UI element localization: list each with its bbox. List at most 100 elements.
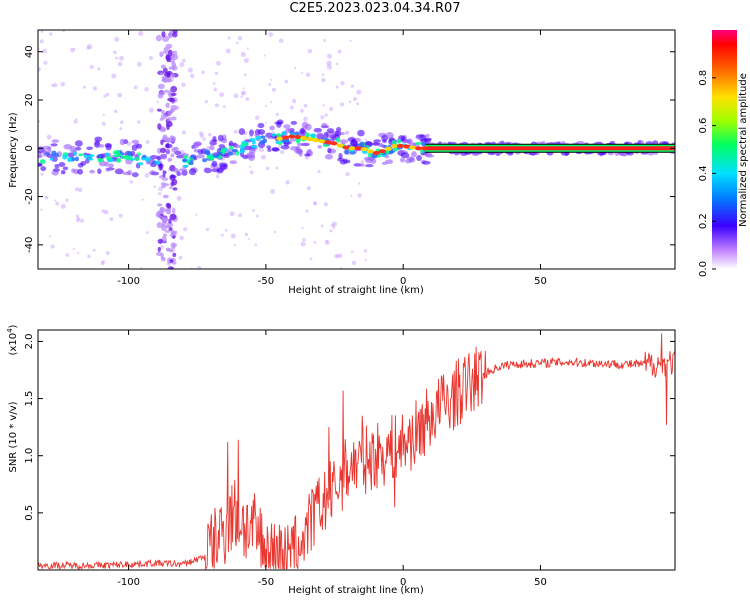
spectrogram-speck [212, 82, 216, 85]
spectrogram-envelope-mark [335, 130, 342, 137]
spectrogram-speck [60, 203, 66, 209]
spectrogram-band-mark [157, 238, 164, 244]
spectrogram-speck [363, 249, 368, 253]
spectrogram-speck [338, 253, 343, 258]
spectrogram-envelope-mark [136, 143, 143, 149]
spectrogram-speck [356, 89, 362, 95]
spectrogram-speck [329, 106, 334, 112]
spectrogram-speck [300, 71, 304, 74]
spectrogram-envelope-mark [371, 142, 381, 146]
spectrogram-marks [38, 30, 675, 269]
spectrogram-envelope-mark [89, 169, 95, 174]
spectrogram-speck [65, 253, 70, 257]
spectrogram-core-mark [137, 161, 144, 166]
spectrogram-speck [260, 154, 266, 160]
spectrogram-envelope-mark [229, 160, 237, 165]
spectrogram-envelope-mark [50, 143, 58, 147]
spectrogram-core-mark [335, 137, 341, 143]
spectrogram-x-axis-label: Height of straight line (km) [288, 285, 424, 296]
spectrogram-envelope-mark [385, 159, 394, 165]
spectrogram-band-mark [167, 110, 172, 117]
spectrogram-envelope-mark [290, 120, 298, 125]
spectrogram-speck [254, 115, 260, 120]
spectrogram-envelope-mark [165, 148, 171, 154]
spectrogram-envelope-mark [228, 140, 234, 147]
spectrogram-speck [44, 195, 49, 200]
spectrogram-band-mark [161, 75, 166, 82]
spectrogram-band-mark [159, 175, 164, 179]
spectrogram-core-mark [206, 154, 212, 160]
spectrogram-speck [254, 243, 257, 246]
spectrogram-speck [300, 241, 306, 247]
figure-title: C2E5.2023.023.04.34.R07 [289, 1, 461, 16]
spectrogram-core-mark [123, 155, 130, 160]
spectrogram-speck [284, 79, 289, 84]
spectrogram-core-mark [74, 156, 79, 162]
spectrogram-envelope-mark [246, 152, 256, 159]
spectrogram-panel: -100 -50 0 50 -40 -20 0 20 40 Height of straigh… [8, 29, 676, 296]
spectrogram-peak-mark [366, 149, 374, 154]
spectrogram-speck [73, 119, 78, 124]
spectrogram-core-mark [78, 153, 84, 157]
spectrogram-speck [350, 250, 354, 253]
spectrogram-speck [54, 199, 57, 202]
spectrogram-speck [51, 83, 55, 87]
spectrogram-envelope-mark [212, 136, 217, 142]
spectrogram-speck [213, 87, 218, 92]
spectrogram-band-mark [172, 187, 178, 191]
spectrogram-core-mark [367, 152, 373, 158]
spectrogram-envelope-mark [188, 168, 197, 176]
spectrogram-speck [305, 72, 311, 77]
spectrogram-speck [256, 214, 260, 218]
spectrogram-speck [360, 160, 365, 164]
spectrogram-band-mark [170, 153, 175, 158]
spectrogram-envelope-mark [357, 129, 365, 137]
spectrogram-envelope-mark [274, 121, 283, 125]
spectrogram-envelope-mark [324, 153, 333, 160]
colorbar-ticks: 0.0 0.2 0.4 0.6 0.8 [698, 70, 716, 277]
spectrogram-speck [144, 173, 150, 178]
spectrogram-speck [268, 32, 274, 37]
spectrogram-envelope-mark [86, 146, 94, 151]
spectrogram-core-mark [220, 147, 226, 152]
spectrogram-band-mark [169, 249, 174, 253]
spectrogram-envelope-mark [193, 148, 199, 153]
spectrogram-envelope-mark [52, 168, 61, 172]
snr-y-multiplier-close: ) [8, 324, 19, 328]
spectrogram-speck [264, 104, 268, 108]
spectrogram-band-mark [162, 49, 170, 55]
spectrogram-speck [335, 62, 339, 66]
colorbar: 0.0 0.2 0.4 0.6 0.8 Normalized spectral ampl… [698, 30, 749, 277]
spectrogram-speck [182, 58, 186, 63]
spectrogram-envelope-mark [74, 140, 83, 147]
spectrogram-speck [294, 67, 297, 70]
spectrogram-speck [245, 97, 250, 101]
spectrogram-speck [233, 243, 236, 247]
spectrogram-speck [350, 84, 355, 88]
spectrogram-band-mark [156, 203, 163, 207]
spectrogram-speck [179, 62, 185, 68]
spectrogram-speck [89, 64, 94, 70]
spectrogram-envelope-mark [424, 152, 433, 157]
spectrogram-core-mark [144, 156, 151, 162]
spectrogram-envelope-mark [257, 122, 265, 129]
spectrogram-speck [313, 201, 318, 206]
spectrogram-x-tick-label: -50 [258, 276, 274, 287]
spectrogram-speck [46, 134, 52, 140]
spectrogram-core-mark [226, 151, 234, 156]
spectrogram-speck [326, 64, 333, 70]
spectrogram-core-mark [271, 133, 277, 137]
snr-y-tick-label: 1.5 [24, 391, 35, 407]
spectrogram-speck [244, 232, 249, 237]
spectrogram-envelope-mark [339, 131, 346, 136]
spectrogram-speck [100, 261, 105, 266]
spectrogram-band-mark [157, 123, 162, 130]
spectrogram-envelope-mark [400, 152, 410, 159]
spectrogram-band-mark [165, 247, 171, 252]
spectrogram-band-mark [158, 91, 166, 96]
spectrogram-envelope-mark [350, 140, 358, 146]
spectrogram-band-mark [172, 235, 176, 239]
colorbar-gradient [712, 30, 737, 269]
spectrogram-speck [158, 186, 163, 192]
spectrogram-band-mark [155, 34, 162, 42]
